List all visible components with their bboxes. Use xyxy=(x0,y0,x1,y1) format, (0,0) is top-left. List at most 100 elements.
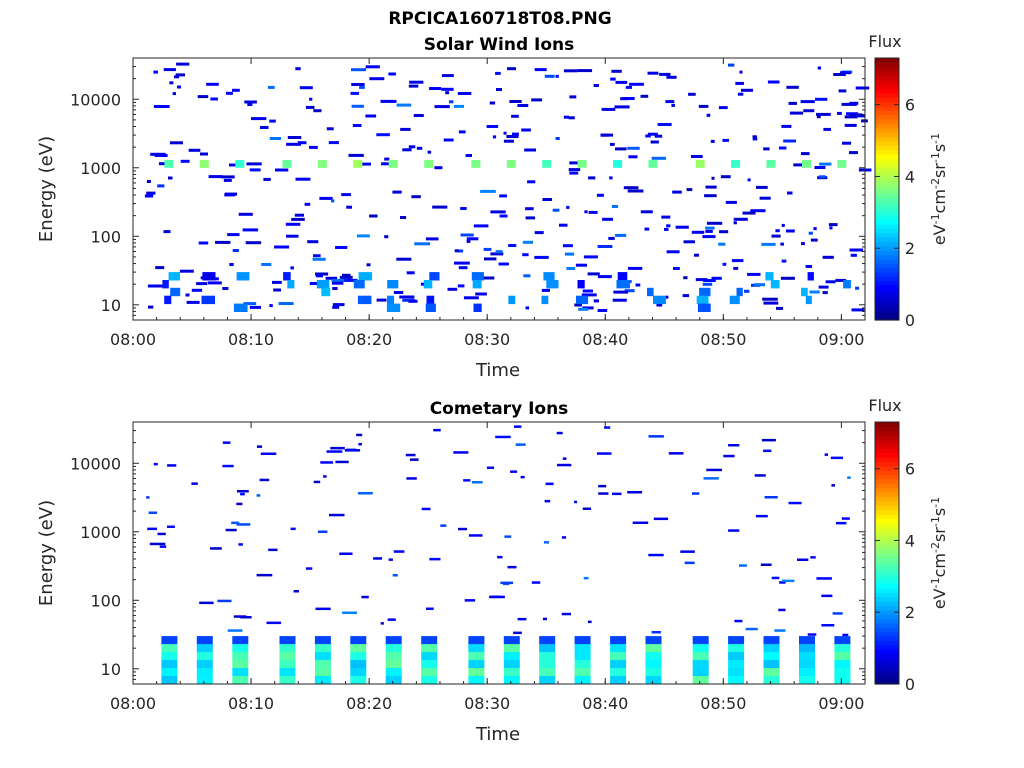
heatmap-cell xyxy=(507,565,517,569)
heatmap-cell xyxy=(468,636,485,645)
heatmap-cell xyxy=(429,557,441,561)
heatmap-cell xyxy=(815,97,828,101)
heatmap-cell xyxy=(805,295,812,305)
heatmap-cell xyxy=(168,272,180,281)
heatmap-cell xyxy=(153,105,170,108)
heatmap-cells xyxy=(146,425,851,685)
heatmap-cell xyxy=(486,125,499,128)
heatmap-cell xyxy=(314,660,331,669)
heatmap-cell xyxy=(365,65,380,69)
heatmap-cell xyxy=(471,272,484,281)
heatmap-cell xyxy=(409,80,424,84)
heatmap-cell xyxy=(356,162,371,166)
heatmap-cell xyxy=(225,528,237,532)
heatmap-cell xyxy=(647,287,654,297)
colorbar-segment xyxy=(875,491,899,497)
heatmap-cell xyxy=(388,558,393,561)
heatmap-cell xyxy=(702,282,713,286)
heatmap-cell xyxy=(222,441,231,444)
heatmap-cell xyxy=(725,200,737,204)
heatmap-cell xyxy=(512,132,519,136)
heatmap-cell xyxy=(683,240,695,244)
heatmap-cell xyxy=(534,231,544,235)
heatmap-cell xyxy=(486,466,495,469)
heatmap-cell xyxy=(480,189,496,193)
heatmap-cell xyxy=(196,636,213,645)
heatmap-cell xyxy=(393,291,404,294)
heatmap-cell xyxy=(645,668,662,677)
heatmap-cell xyxy=(542,160,552,168)
heatmap-cell xyxy=(261,263,272,266)
heatmap-cell xyxy=(309,282,323,285)
colorbar-segment xyxy=(875,158,899,164)
heatmap-cell xyxy=(495,435,511,439)
heatmap-cell xyxy=(251,117,267,121)
heatmap-cell xyxy=(232,660,249,669)
heatmap-cell xyxy=(653,517,669,521)
heatmap-cell xyxy=(744,289,750,293)
heatmap-cell xyxy=(539,644,556,653)
heatmap-cell xyxy=(742,211,756,215)
colorbar-segment xyxy=(875,513,899,519)
heatmap-cell xyxy=(797,558,809,561)
heatmap-cell xyxy=(799,652,815,661)
heatmap-cell xyxy=(232,249,239,252)
heatmap-cell xyxy=(575,263,587,267)
heatmap-cell xyxy=(402,148,412,152)
heatmap-cell xyxy=(778,146,787,150)
heatmap-cell xyxy=(331,281,344,285)
heatmap-cell xyxy=(235,160,245,168)
heatmap-cell xyxy=(615,147,627,151)
heatmap-cell xyxy=(496,88,502,91)
heatmap-cell xyxy=(844,115,858,119)
heatmap-cell xyxy=(719,230,729,234)
heatmap-cell xyxy=(447,287,458,291)
heatmap-cell xyxy=(834,676,851,685)
heatmap-cell xyxy=(473,224,489,228)
colorbar-segment xyxy=(875,500,899,506)
heatmap-cell xyxy=(522,253,529,257)
heatmap-cell xyxy=(801,242,805,246)
heatmap-cells xyxy=(144,62,872,312)
heatmap-cell xyxy=(539,660,556,669)
heatmap-cell xyxy=(315,607,331,611)
heatmap-cell xyxy=(472,481,483,484)
heatmap-cell xyxy=(705,185,717,189)
heatmap-cell xyxy=(648,553,664,557)
heatmap-cell xyxy=(801,152,810,156)
heatmap-cell xyxy=(588,210,598,214)
heatmap-cell xyxy=(682,294,690,298)
heatmap-cell xyxy=(490,210,506,214)
heatmap-cell xyxy=(157,532,166,536)
heatmap-cell xyxy=(855,286,860,290)
colorbar-segment xyxy=(875,132,899,138)
colorbar-segment xyxy=(875,298,899,304)
y-tick-label: 10 xyxy=(101,296,121,315)
heatmap-cell xyxy=(392,190,402,194)
heatmap-cell xyxy=(718,242,726,246)
heatmap-cell xyxy=(400,127,411,131)
heatmap-cell xyxy=(499,194,507,198)
heatmap-cell xyxy=(624,289,635,293)
colorbar: 0 2 4 6 Flux eV-1cm-2sr-1s-1 xyxy=(868,32,949,330)
heatmap-cell xyxy=(163,230,171,234)
heatmap-cell xyxy=(312,257,326,261)
heatmap-cell xyxy=(440,524,447,527)
heatmap-cell xyxy=(365,114,377,118)
heatmap-cell xyxy=(272,280,282,284)
heatmap-cell xyxy=(287,280,295,289)
heatmap-cell xyxy=(627,189,644,193)
heatmap-cell xyxy=(305,567,313,570)
heatmap-cell xyxy=(148,511,158,514)
heatmap-cell xyxy=(699,287,711,297)
colorbar-segment xyxy=(875,504,899,510)
heatmap-cell xyxy=(351,104,364,108)
heatmap-cell xyxy=(373,557,383,560)
heatmap-cell xyxy=(561,536,567,539)
colorbar-tick-label: 4 xyxy=(905,167,915,186)
heatmap-cell xyxy=(489,101,496,105)
heatmap-cell xyxy=(728,63,735,67)
heatmap-cell xyxy=(161,668,178,677)
heatmap-cell xyxy=(225,91,233,95)
heatmap-cell xyxy=(647,71,659,75)
